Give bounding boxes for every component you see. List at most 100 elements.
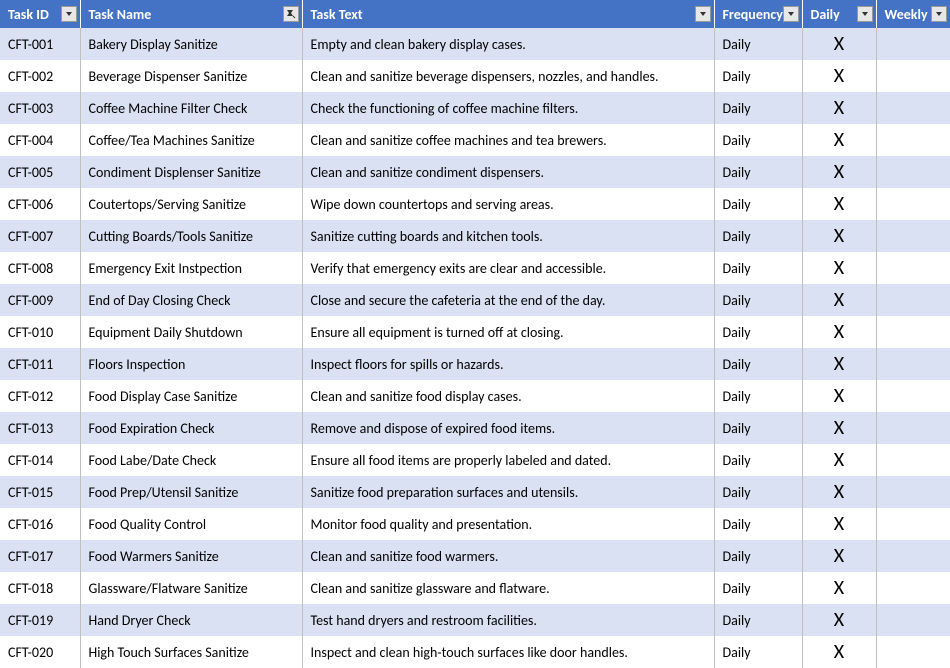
cell-weekly <box>876 572 950 604</box>
table-row[interactable]: CFT-005Condiment Displenser SanitizeClea… <box>0 156 950 188</box>
cell-task-id: CFT-001 <box>0 28 80 60</box>
filter-dropdown-icon[interactable] <box>283 6 299 22</box>
table-row[interactable]: CFT-012Food Display Case SanitizeClean a… <box>0 380 950 412</box>
table-row[interactable]: CFT-019Hand Dryer CheckTest hand dryers … <box>0 604 950 636</box>
cell-task-id: CFT-007 <box>0 220 80 252</box>
cell-frequency: Daily <box>714 380 802 412</box>
cell-task-text: Verify that emergency exits are clear an… <box>302 252 714 284</box>
cell-weekly <box>876 156 950 188</box>
table-row[interactable]: CFT-006Coutertops/Serving SanitizeWipe d… <box>0 188 950 220</box>
cell-frequency: Daily <box>714 28 802 60</box>
check-mark: X <box>834 416 844 440</box>
table-row[interactable]: CFT-013Food Expiration CheckRemove and d… <box>0 412 950 444</box>
cell-frequency: Daily <box>714 444 802 476</box>
table-row[interactable]: CFT-015Food Prep/Utensil SanitizeSanitiz… <box>0 476 950 508</box>
filter-dropdown-icon[interactable] <box>61 6 77 22</box>
cell-weekly <box>876 540 950 572</box>
cell-task-name: Hand Dryer Check <box>80 604 302 636</box>
cell-weekly <box>876 508 950 540</box>
cell-frequency: Daily <box>714 412 802 444</box>
table-row[interactable]: CFT-011Floors InspectionInspect floors f… <box>0 348 950 380</box>
cell-frequency: Daily <box>714 636 802 668</box>
cell-daily: X <box>802 476 876 508</box>
cell-daily: X <box>802 348 876 380</box>
table-row[interactable]: CFT-003Coffee Machine Filter CheckCheck … <box>0 92 950 124</box>
cell-daily: X <box>802 220 876 252</box>
cell-frequency: Daily <box>714 188 802 220</box>
check-mark: X <box>834 192 844 216</box>
filter-dropdown-icon[interactable] <box>931 6 947 22</box>
table-row[interactable]: CFT-002Beverage Dispenser SanitizeClean … <box>0 60 950 92</box>
cell-task-text: Sanitize cutting boards and kitchen tool… <box>302 220 714 252</box>
cell-daily: X <box>802 380 876 412</box>
cell-task-text: Ensure all food items are properly label… <box>302 444 714 476</box>
cell-weekly <box>876 636 950 668</box>
column-header-text[interactable]: Task Text <box>302 0 714 28</box>
cell-task-id: CFT-020 <box>0 636 80 668</box>
cell-daily: X <box>802 636 876 668</box>
cell-task-text: Clean and sanitize condiment dispensers. <box>302 156 714 188</box>
column-header-daily[interactable]: Daily <box>802 0 876 28</box>
table-row[interactable]: CFT-016Food Quality ControlMonitor food … <box>0 508 950 540</box>
cell-task-name: Glassware/Flatware Sanitize <box>80 572 302 604</box>
column-header-label: Task Name <box>89 6 152 23</box>
check-mark: X <box>834 512 844 536</box>
cell-daily: X <box>802 412 876 444</box>
table-row[interactable]: CFT-007Cutting Boards/Tools SanitizeSani… <box>0 220 950 252</box>
cell-daily: X <box>802 444 876 476</box>
table-row[interactable]: CFT-018Glassware/Flatware SanitizeClean … <box>0 572 950 604</box>
cell-task-name: Food Prep/Utensil Sanitize <box>80 476 302 508</box>
column-header-weekly[interactable]: Weekly <box>876 0 950 28</box>
table-row[interactable]: CFT-004Coffee/Tea Machines SanitizeClean… <box>0 124 950 156</box>
cell-task-name: Food Quality Control <box>80 508 302 540</box>
cell-frequency: Daily <box>714 572 802 604</box>
cell-task-id: CFT-008 <box>0 252 80 284</box>
cell-daily: X <box>802 252 876 284</box>
table-body: CFT-001Bakery Display SanitizeEmpty and … <box>0 28 950 668</box>
cell-task-text: Ensure all equipment is turned off at cl… <box>302 316 714 348</box>
column-header-freq[interactable]: Frequency <box>714 0 802 28</box>
check-mark: X <box>834 608 844 632</box>
cell-task-id: CFT-015 <box>0 476 80 508</box>
check-mark: X <box>834 480 844 504</box>
cell-daily: X <box>802 604 876 636</box>
cell-daily: X <box>802 156 876 188</box>
cell-weekly <box>876 92 950 124</box>
cell-weekly <box>876 28 950 60</box>
cell-weekly <box>876 476 950 508</box>
cell-weekly <box>876 604 950 636</box>
table-row[interactable]: CFT-014Food Labe/Date CheckEnsure all fo… <box>0 444 950 476</box>
column-header-name[interactable]: Task Name <box>80 0 302 28</box>
table-row[interactable]: CFT-001Bakery Display SanitizeEmpty and … <box>0 28 950 60</box>
column-header-id[interactable]: Task ID <box>0 0 80 28</box>
cell-task-id: CFT-016 <box>0 508 80 540</box>
cell-weekly <box>876 188 950 220</box>
table-row[interactable]: CFT-008Emergency Exit InstpectionVerify … <box>0 252 950 284</box>
cell-task-id: CFT-002 <box>0 60 80 92</box>
cell-weekly <box>876 284 950 316</box>
table-row[interactable]: CFT-010Equipment Daily ShutdownEnsure al… <box>0 316 950 348</box>
cell-task-name: Coutertops/Serving Sanitize <box>80 188 302 220</box>
cell-task-id: CFT-003 <box>0 92 80 124</box>
check-mark: X <box>834 64 844 88</box>
filter-dropdown-icon[interactable] <box>695 6 711 22</box>
cell-task-id: CFT-017 <box>0 540 80 572</box>
cell-task-text: Test hand dryers and restroom facilities… <box>302 604 714 636</box>
table-row[interactable]: CFT-020High Touch Surfaces SanitizeInspe… <box>0 636 950 668</box>
table-row[interactable]: CFT-009End of Day Closing CheckClose and… <box>0 284 950 316</box>
task-table: Task IDTask NameTask TextFrequencyDailyW… <box>0 0 950 668</box>
cell-frequency: Daily <box>714 284 802 316</box>
check-mark: X <box>834 128 844 152</box>
cell-task-name: Condiment Displenser Sanitize <box>80 156 302 188</box>
column-header-label: Daily <box>811 6 840 23</box>
check-mark: X <box>834 96 844 120</box>
cell-weekly <box>876 220 950 252</box>
table-row[interactable]: CFT-017Food Warmers SanitizeClean and sa… <box>0 540 950 572</box>
cell-frequency: Daily <box>714 92 802 124</box>
cell-weekly <box>876 412 950 444</box>
cell-task-name: Coffee Machine Filter Check <box>80 92 302 124</box>
table-header-row: Task ID Task Name Task TextFrequency Daily W… <box>0 0 950 28</box>
filter-dropdown-icon[interactable] <box>783 6 799 22</box>
cell-task-id: CFT-018 <box>0 572 80 604</box>
filter-dropdown-icon[interactable] <box>857 6 873 22</box>
